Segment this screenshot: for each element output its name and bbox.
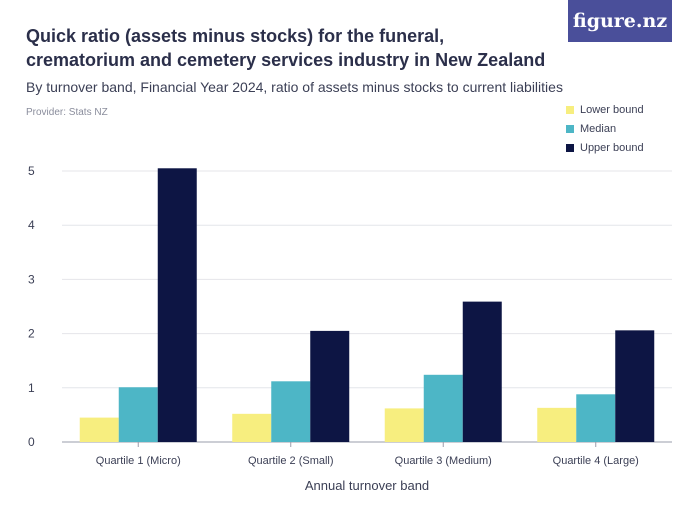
legend-item-lower: Lower bound bbox=[566, 100, 644, 119]
bar-upper-q1 bbox=[157, 168, 197, 443]
x-tick-label: Quartile 1 (Micro) bbox=[96, 455, 181, 467]
chart-subtitle: By turnover band, Financial Year 2024, r… bbox=[26, 79, 563, 95]
y-tick-label: 2 bbox=[28, 327, 35, 341]
y-tick-label: 1 bbox=[28, 381, 35, 395]
x-tick-label: Quartile 2 (Small) bbox=[248, 455, 334, 467]
legend-label-lower: Lower bound bbox=[580, 103, 644, 116]
x-tick-label: Quartile 3 (Medium) bbox=[395, 455, 492, 467]
bar-lower-q4 bbox=[537, 407, 577, 442]
bar-median-q3 bbox=[423, 374, 463, 442]
bar-median-q4 bbox=[576, 394, 616, 442]
bar-lower-q1 bbox=[79, 417, 119, 442]
legend-swatch-upper bbox=[566, 143, 574, 152]
bar-upper-q4 bbox=[615, 330, 655, 442]
y-tick-label: 4 bbox=[28, 218, 35, 232]
bar-median-q1 bbox=[118, 387, 158, 442]
x-axis-title: Annual turnover band bbox=[305, 478, 429, 493]
legend-item-upper: Upper bound bbox=[566, 138, 644, 157]
y-tick-label: 0 bbox=[28, 435, 35, 449]
axis-labels: 0 1 2 3 4 5 Quartile 1 (Micro) Quartile 2 (Smal… bbox=[28, 164, 639, 467]
y-tick-label: 5 bbox=[28, 164, 35, 178]
bar-median-q2 bbox=[271, 381, 311, 442]
legend-item-median: Median bbox=[566, 119, 644, 138]
bar-lower-q2 bbox=[232, 413, 272, 442]
bar-lower-q3 bbox=[384, 408, 424, 442]
legend-label-median: Median bbox=[580, 122, 617, 135]
x-tick-label: Quartile 4 (Large) bbox=[553, 455, 639, 467]
chart-legend: Lower bound Median Upper bound bbox=[566, 100, 644, 157]
y-tick-label: 3 bbox=[28, 272, 35, 286]
bars bbox=[79, 168, 655, 443]
bar-upper-q2 bbox=[310, 330, 350, 442]
bar-upper-q3 bbox=[462, 301, 502, 442]
provider-note: Provider: Stats NZ bbox=[26, 107, 108, 118]
legend-swatch-lower bbox=[566, 105, 574, 114]
legend-swatch-median bbox=[566, 124, 574, 133]
legend-label-upper: Upper bound bbox=[580, 141, 644, 154]
figure-nz-logo[interactable]: figure.nz bbox=[568, 0, 672, 42]
chart-title: Quick ratio (assets minus stocks) for th… bbox=[26, 26, 546, 70]
